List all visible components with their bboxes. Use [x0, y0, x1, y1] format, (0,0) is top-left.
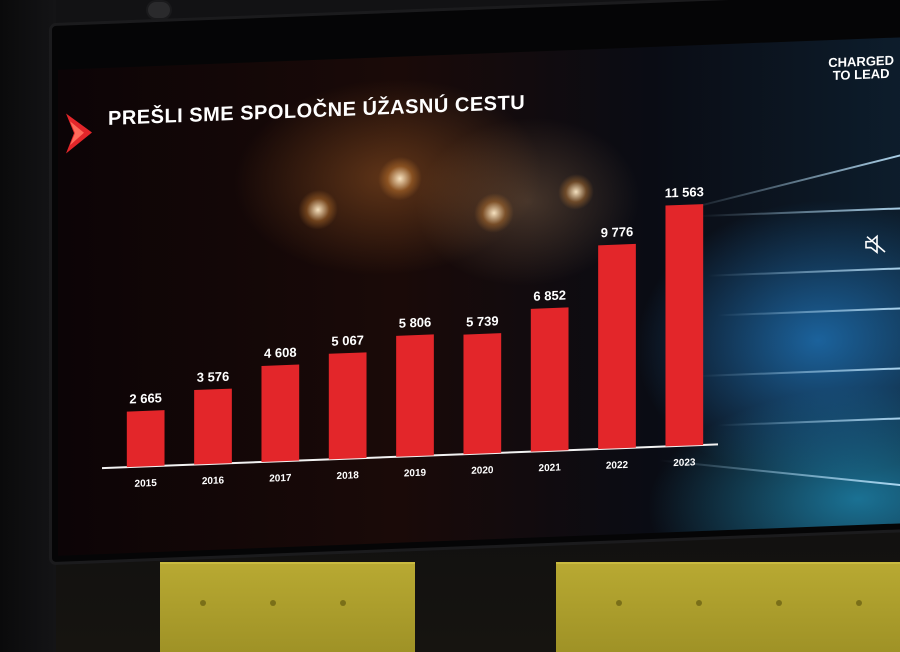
brand-tagline: CHARGED TO LEAD [828, 53, 894, 84]
presentation-slide: PREŠLI SME SPOLOČNE ÚŽASNÚ CESTU CHARGED… [58, 37, 900, 556]
light-streak [698, 207, 900, 218]
bar-2019 [396, 334, 434, 457]
slide-title: PREŠLI SME SPOLOČNE ÚŽASNÚ CESTU [108, 91, 526, 130]
brand-line-2: TO LEAD [832, 65, 890, 84]
sofa-button [776, 600, 782, 606]
security-camera [148, 2, 170, 18]
bar-2021 [530, 307, 569, 452]
bar-2023 [665, 204, 704, 447]
bar-chart: 2 665 2015 3 576 2016 4 608 2017 5 067 2018 5 80… [102, 184, 718, 490]
x-tick-label-2023: 2023 [673, 457, 696, 469]
sofa-button [340, 600, 346, 606]
value-label-2017: 4 608 [264, 345, 297, 361]
value-label-2019: 5 806 [399, 314, 432, 330]
x-tick-label-2016: 2016 [202, 475, 225, 487]
x-tick-label-2020: 2020 [471, 465, 494, 477]
bar-2020 [463, 333, 502, 455]
brand-logo-icon [66, 113, 92, 154]
wall-pillar [0, 0, 56, 652]
bar-2016 [194, 388, 232, 465]
value-label-2016: 3 576 [197, 369, 230, 385]
x-tick-label-2017: 2017 [269, 473, 292, 485]
value-label-2018: 5 067 [331, 332, 364, 348]
value-label-2022: 9 776 [601, 224, 634, 240]
light-streak [718, 307, 900, 317]
tv-frame: PREŠLI SME SPOLOČNE ÚŽASNÚ CESTU CHARGED… [52, 0, 900, 562]
sofa-right [556, 562, 900, 652]
x-tick-label-2019: 2019 [404, 468, 427, 480]
x-tick-label-2021: 2021 [539, 462, 562, 474]
sofa-button [856, 600, 862, 606]
light-streak [708, 267, 900, 277]
sofa-button [696, 600, 702, 606]
value-label-2015: 2 665 [129, 390, 162, 406]
x-tick-label-2022: 2022 [606, 460, 629, 472]
value-label-2021: 6 852 [533, 288, 566, 304]
value-label-2023: 11 563 [665, 184, 704, 200]
bar-2022 [598, 243, 636, 450]
value-label-2020: 5 739 [466, 313, 499, 329]
sofa-button [200, 600, 206, 606]
speaker-muted-icon [865, 234, 886, 254]
bar-2015 [126, 410, 165, 468]
sofa-button [270, 600, 276, 606]
light-streak [718, 417, 900, 427]
x-tick-label-2015: 2015 [135, 478, 158, 490]
bar-2018 [328, 352, 367, 460]
x-tick-label-2018: 2018 [337, 470, 360, 482]
bar-2017 [261, 364, 300, 462]
light-streak [698, 367, 900, 378]
sofa-button [616, 600, 622, 606]
sofa-left [160, 562, 415, 652]
